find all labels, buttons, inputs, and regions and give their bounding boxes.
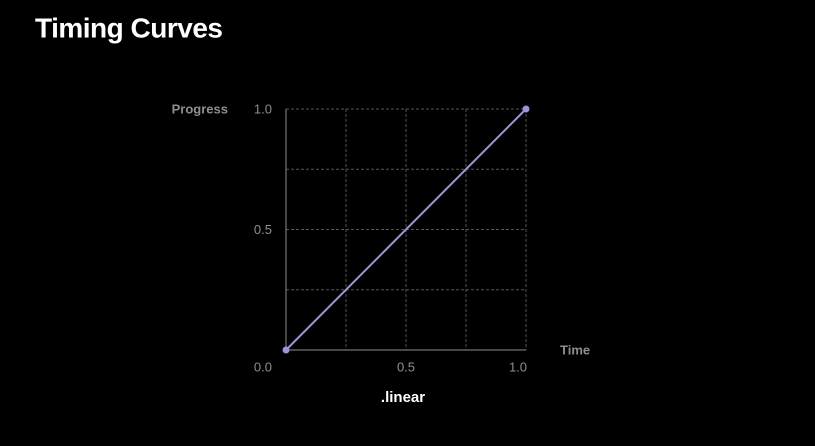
y-tick-label: 0.0: [254, 359, 272, 374]
y-tick-label: 0.5: [254, 222, 272, 237]
curve: [285, 108, 527, 351]
y-tick-label: 1.0: [254, 101, 272, 116]
title: Timing Curves: [35, 12, 222, 43]
x-tick-label: 1.0: [509, 359, 527, 374]
point: [282, 346, 290, 354]
x-tick-label: 0.5: [397, 359, 415, 374]
point: [522, 105, 530, 113]
y-axis-label: Progress: [172, 101, 228, 116]
x-axis-label: Time: [560, 342, 590, 357]
caption: .linear: [381, 389, 425, 406]
